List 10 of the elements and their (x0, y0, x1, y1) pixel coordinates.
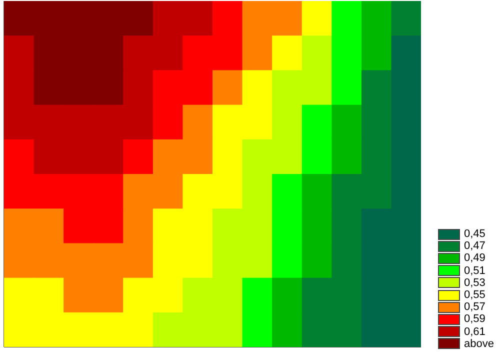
color-bar-label: 0,59 (464, 313, 486, 326)
color-bar-label: 0,61 (464, 326, 486, 338)
color-bar-label: 0,55 (464, 289, 486, 302)
color-bar-label: 0,51 (464, 264, 486, 277)
color-bar-label: above (464, 338, 494, 350)
color-bar-label: 0,47 (464, 240, 486, 252)
color-bar-label: 0,45 (464, 228, 486, 240)
color-bar-label: 0,57 (464, 301, 486, 314)
color-bar-label: 0,49 (464, 252, 486, 264)
color-bar-label: 0,53 (464, 276, 486, 289)
